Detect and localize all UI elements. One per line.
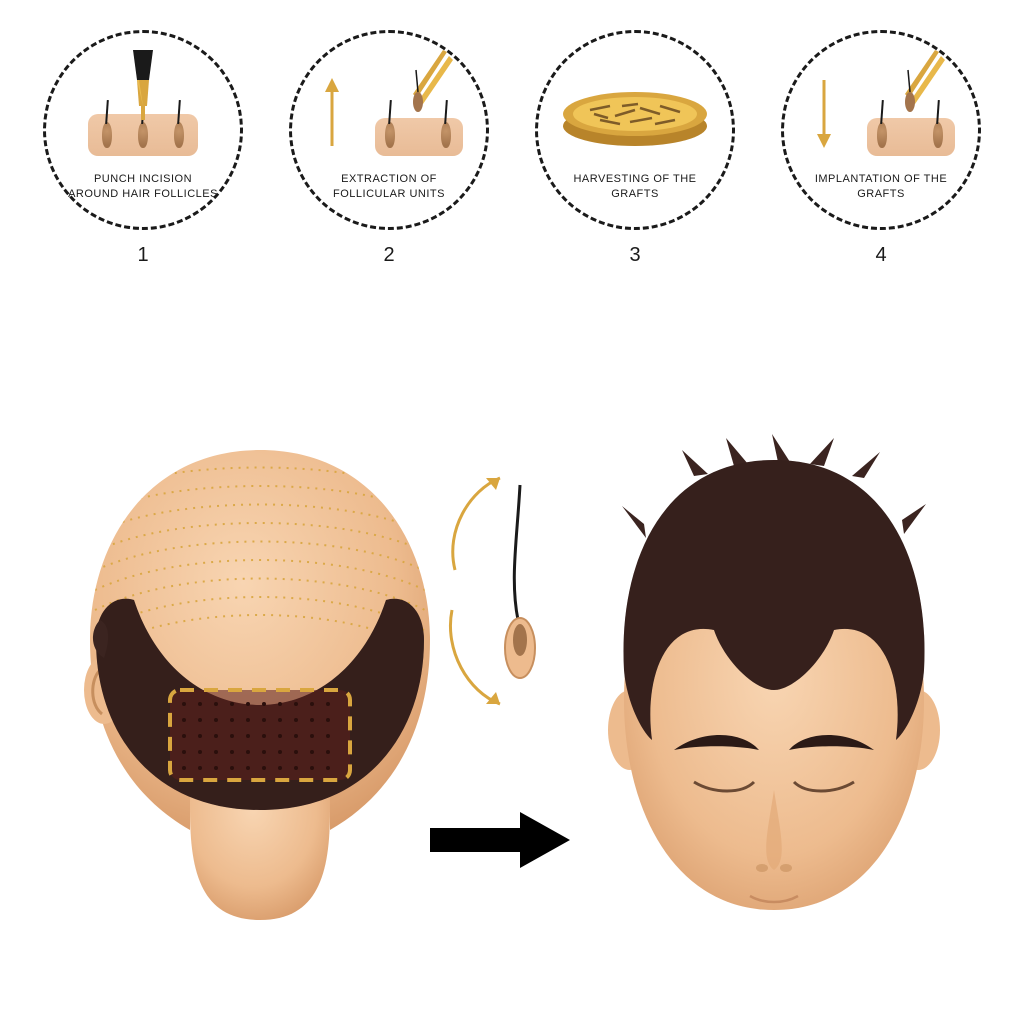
follicle-graft-icon	[490, 480, 550, 680]
head-after-icon	[574, 430, 974, 930]
hair-follicle-icon	[102, 122, 112, 148]
step-label: HARVESTING OF THE GRAFTS	[560, 172, 710, 202]
step-label: IMPLANTATION OF THE GRAFTS	[806, 172, 956, 202]
hair-follicle-icon	[877, 122, 887, 148]
step-label: PUNCH INCISION AROUND HAIR FOLLICLES	[68, 172, 218, 202]
hair-follicle-icon	[441, 122, 451, 148]
tweezers-icon	[877, 50, 947, 120]
tweezers-icon	[385, 50, 455, 120]
arrow-right-icon	[430, 810, 570, 870]
step-1: PUNCH INCISION AROUND HAIR FOLLICLES 1	[33, 30, 253, 267]
hair-follicle-icon	[933, 122, 943, 148]
implantation-illustration	[801, 56, 961, 166]
punch-tool-icon	[125, 50, 161, 122]
hair-follicle-icon	[385, 122, 395, 148]
step-circle-3: HARVESTING OF THE GRAFTS	[535, 30, 735, 230]
head-before-icon	[60, 430, 460, 930]
step-circle-2: EXTRACTION OF FOLLICULAR UNITS	[289, 30, 489, 230]
hair-follicle-icon	[174, 122, 184, 148]
arrow-up-icon	[325, 78, 339, 148]
step-circle-1: PUNCH INCISION AROUND HAIR FOLLICLES	[43, 30, 243, 230]
step-number: 2	[383, 244, 394, 267]
petri-dish-icon	[560, 84, 710, 148]
step-4: IMPLANTATION OF THE GRAFTS 4	[771, 30, 991, 267]
step-circle-4: IMPLANTATION OF THE GRAFTS	[781, 30, 981, 230]
tissue-block	[375, 118, 463, 156]
arrow-down-icon	[817, 78, 831, 148]
step-2: EXTRACTION OF FOLLICULAR UNITS 2	[279, 30, 499, 267]
steps-row: PUNCH INCISION AROUND HAIR FOLLICLES 1	[0, 30, 1024, 267]
step-label: EXTRACTION OF FOLLICULAR UNITS	[314, 172, 464, 202]
step-number: 3	[629, 244, 640, 267]
tissue-block	[867, 118, 955, 156]
step-3: HARVESTING OF THE GRAFTS 3	[525, 30, 745, 267]
step-number: 4	[875, 244, 886, 267]
punch-illustration	[63, 56, 223, 166]
before-after-section	[0, 400, 1024, 1000]
extraction-illustration	[309, 56, 469, 166]
step-number: 1	[137, 244, 148, 267]
hair-follicle-icon	[138, 122, 148, 148]
harvesting-illustration	[555, 56, 715, 166]
